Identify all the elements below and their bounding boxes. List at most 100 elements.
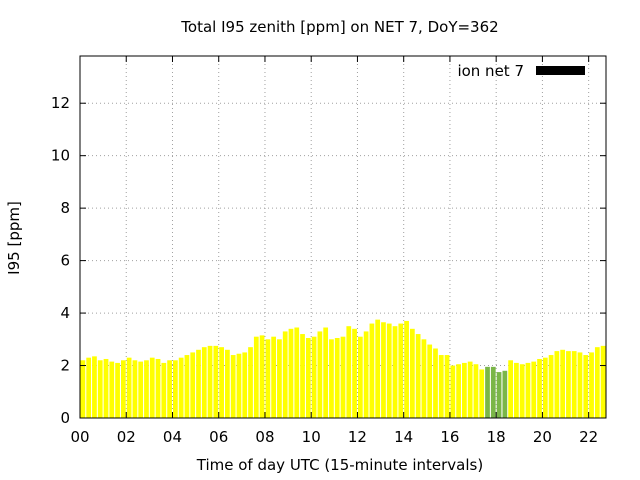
grid [80,56,606,418]
bars [80,319,606,418]
bar [531,361,537,418]
bar [288,328,294,418]
bar [462,362,467,418]
bar [213,345,219,418]
bar [103,358,109,418]
x-tick-label: 18 [487,428,506,446]
bar [479,369,485,418]
bar [600,345,606,418]
bar [571,351,577,418]
y-tick-label: 2 [60,357,70,375]
x-tick-label: 14 [394,428,413,446]
bar [86,357,92,418]
bar [508,360,513,418]
y-tick-label: 4 [60,304,70,322]
bar [542,357,548,418]
y-tick-label: 8 [60,199,70,217]
bar [225,349,230,418]
bar [467,361,473,418]
legend-swatch [536,66,585,75]
bar [305,337,311,418]
bar [352,328,357,418]
bar [323,327,329,418]
bar [248,347,253,418]
x-tick-label: 04 [163,428,182,446]
x-axis-label: Time of day UTC (15-minute intervals) [196,456,483,474]
bar [433,348,438,418]
bar [502,370,508,418]
bar [149,357,155,418]
bar [560,349,566,418]
bar [334,337,340,418]
x-tick-label: 12 [348,428,367,446]
bar [144,360,149,418]
bar [456,364,461,418]
bar [155,358,161,418]
bar [282,331,288,418]
y-tick-label: 6 [60,252,70,270]
bar [115,362,120,418]
bar [375,319,381,418]
bar [230,355,236,418]
bar [357,336,363,418]
bar [496,372,502,418]
bar [438,355,444,418]
x-tick-label: 22 [579,428,598,446]
x-tick-label: 20 [533,428,552,446]
bar [369,323,375,418]
bar [566,351,571,418]
bar [473,364,479,418]
bar [583,355,589,418]
bar [120,360,126,418]
bar [161,362,167,418]
bar [173,360,178,418]
bar [196,349,201,418]
bar [109,361,115,418]
x-tick-label: 16 [440,428,459,446]
bar [201,347,207,418]
bar [300,334,305,418]
bar [554,351,560,418]
bar [409,328,415,418]
bar [167,360,172,418]
plot-frame [79,55,607,419]
legend-label: ion net 7 [457,62,524,80]
bar [271,336,277,418]
bar [381,322,386,418]
bar [265,339,271,418]
legend: ion net 7 [457,62,585,80]
bar [236,353,242,418]
y-axis-label: I95 [ppm] [5,201,23,275]
bar [346,326,352,418]
bar [386,323,392,418]
bar [190,352,196,418]
bar [253,336,259,418]
bar [548,355,554,418]
bar [259,335,265,418]
y-tick-label: 0 [60,409,70,427]
bar [589,352,594,418]
bar [444,355,450,418]
bar [404,320,409,418]
bar [97,360,103,418]
bar [398,323,404,418]
bar [207,345,213,418]
bar [340,336,346,418]
bar [519,364,525,418]
x-tick-label: 06 [209,428,228,446]
x-tick-label: 02 [117,428,136,446]
bar [363,331,369,418]
bar [525,362,531,418]
bar [92,356,97,418]
bar [450,365,456,418]
bar [138,361,144,418]
bar [329,339,334,418]
bar [242,352,248,418]
bar [427,344,433,418]
bar [277,339,282,418]
bar [537,358,542,418]
chart-title: Total I95 zenith [ppm] on NET 7, DoY=362 [180,18,498,36]
bar [178,357,184,418]
